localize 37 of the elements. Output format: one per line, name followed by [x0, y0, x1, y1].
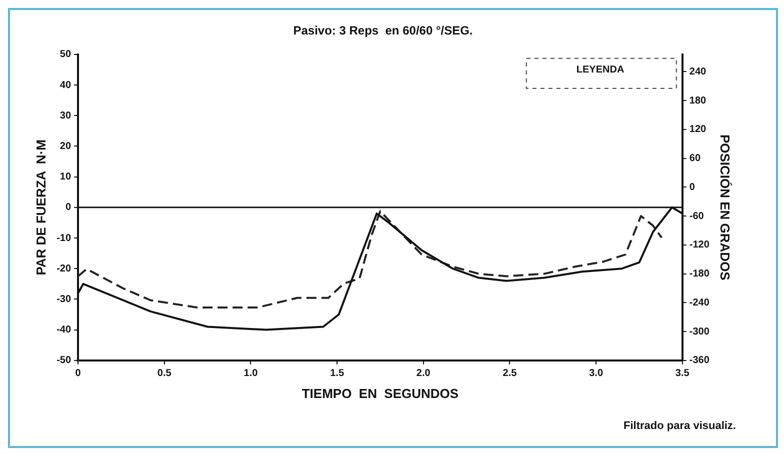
x-axis-title: TIEMPO EN SEGUNDOS [302, 386, 459, 401]
y2-tick-label: 180 [689, 95, 707, 106]
y-axis-title: PAR DE FUERZA N·M [33, 140, 48, 276]
y-tick-label: -10 [56, 232, 72, 244]
y-tick-label: -50 [56, 355, 72, 366]
y-tick-label: 0 [65, 202, 72, 214]
y2-tick-label: 0 [689, 182, 696, 193]
y-tick-label: 40 [60, 80, 72, 91]
y2-axis-title: POSICIÓN EN GRADOS [718, 134, 733, 281]
line-series [78, 210, 663, 308]
y2-tick-label: -120 [689, 240, 710, 251]
y-tick-label: 30 [60, 110, 72, 122]
y-tick-label: -40 [56, 324, 72, 336]
y2-tick-label: -300 [689, 326, 710, 338]
y-tick-label: 20 [60, 140, 72, 152]
y2-tick-label: -60 [689, 210, 704, 222]
y2-tick-label: -180 [689, 268, 710, 280]
x-tick-label: 1.0 [244, 368, 258, 380]
y-tick-label: -30 [56, 294, 72, 305]
y2-tick-label: 60 [689, 153, 701, 164]
y-tick-label: 50 [60, 49, 72, 60]
x-tick-label: 2.5 [502, 368, 518, 380]
text: Filtrado para visualiz. [624, 420, 736, 432]
chart-title: Pasivo: 3 Reps en 60/60 °/SEG. [293, 24, 473, 38]
x-tick-label: 3.0 [589, 368, 604, 380]
y-tick-label: -20 [56, 263, 72, 274]
x-tick-label: 0.5 [157, 368, 172, 380]
y2-tick-label: -360 [689, 355, 710, 366]
x-tick-label: 1.5 [330, 368, 344, 380]
y-tick-label: 10 [60, 172, 72, 183]
legend-title: LEYENDA [576, 64, 624, 76]
y2-tick-label: 240 [689, 66, 707, 78]
x-tick-label: 3.5 [675, 368, 690, 380]
y2-tick-label: -240 [689, 297, 710, 308]
x-tick-label: 0 [75, 368, 82, 380]
y2-tick-label: 120 [689, 124, 707, 136]
x-tick-label: 2.0 [416, 368, 431, 380]
